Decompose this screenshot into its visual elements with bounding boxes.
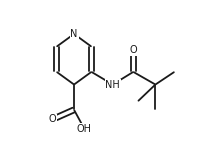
Text: N: N — [70, 29, 78, 39]
Text: NH: NH — [105, 79, 120, 90]
Text: O: O — [49, 114, 57, 124]
Text: OH: OH — [77, 124, 92, 134]
Text: O: O — [130, 45, 137, 55]
